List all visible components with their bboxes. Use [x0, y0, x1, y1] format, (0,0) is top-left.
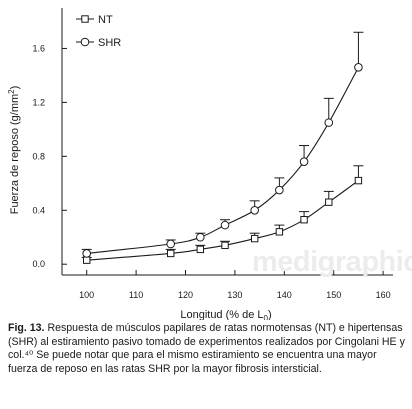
legend-label: NT — [98, 14, 113, 26]
data-point-nt — [83, 256, 91, 264]
data-point-shr — [324, 118, 334, 127]
y-tick-label: 0.8 — [32, 151, 45, 161]
y-axis-title: Fuerza de reposo (g/mm2) — [7, 86, 21, 215]
x-tick-label: 110 — [129, 290, 143, 300]
data-point-shr — [82, 249, 92, 258]
data-point-shr — [299, 157, 309, 167]
legend: NT SHR — [76, 14, 121, 49]
data-point-nt — [275, 228, 284, 236]
data-point-shr — [275, 185, 284, 195]
caption-label: Fig. 13. — [8, 322, 45, 334]
data-point-nt — [250, 234, 259, 243]
data-point-nt — [166, 249, 175, 258]
caption-text: Respuesta de músculos papilares de ratas… — [8, 322, 405, 375]
series-shr — [81, 31, 364, 258]
data-point-shr — [166, 239, 175, 249]
x-tick-label: 130 — [227, 290, 242, 300]
data-point-shr — [250, 205, 259, 215]
x-tick-label: 160 — [376, 290, 391, 300]
axes: 0.0 0.4 0.8 1.2 1.6 100 110 120 130 140 150 160 — [32, 8, 393, 300]
legend-marker — [81, 15, 89, 23]
y-tick-label: 1.6 — [32, 43, 45, 53]
x-tick-label: 100 — [79, 290, 94, 300]
legend-item-shr: SHR — [76, 37, 121, 49]
data-point-shr — [220, 220, 230, 230]
legend-label: SHR — [98, 37, 121, 49]
data-point-nt — [354, 176, 363, 185]
figure-caption: Fig. 13. Respuesta de músculos papilares… — [8, 322, 406, 376]
x-tick-label: 150 — [326, 290, 341, 300]
data-point-nt — [325, 198, 333, 206]
y-tick-label: 0.4 — [32, 205, 45, 215]
data-point-shr — [354, 63, 363, 72]
error-bar — [353, 31, 364, 68]
data-point-nt — [196, 245, 205, 254]
x-tick-label: 140 — [277, 290, 292, 300]
series-layer — [81, 31, 364, 264]
y-tick-label: 1.2 — [32, 97, 45, 107]
legend-marker — [80, 37, 90, 47]
legend-item-nt: NT — [76, 14, 113, 26]
series-nt — [81, 165, 364, 264]
watermark: medigraphic — [252, 246, 412, 278]
x-tick-label: 120 — [178, 290, 193, 300]
data-point-nt — [221, 241, 229, 250]
data-point-shr — [196, 232, 205, 242]
y-tick-label: 0.0 — [32, 259, 45, 269]
data-point-nt — [300, 216, 308, 224]
x-axis-title: Longitud (% de L0) — [180, 309, 271, 320]
chart: 0.0 0.4 0.8 1.2 1.6 100 110 120 130 140 150 160 NT S… — [7, 8, 393, 320]
